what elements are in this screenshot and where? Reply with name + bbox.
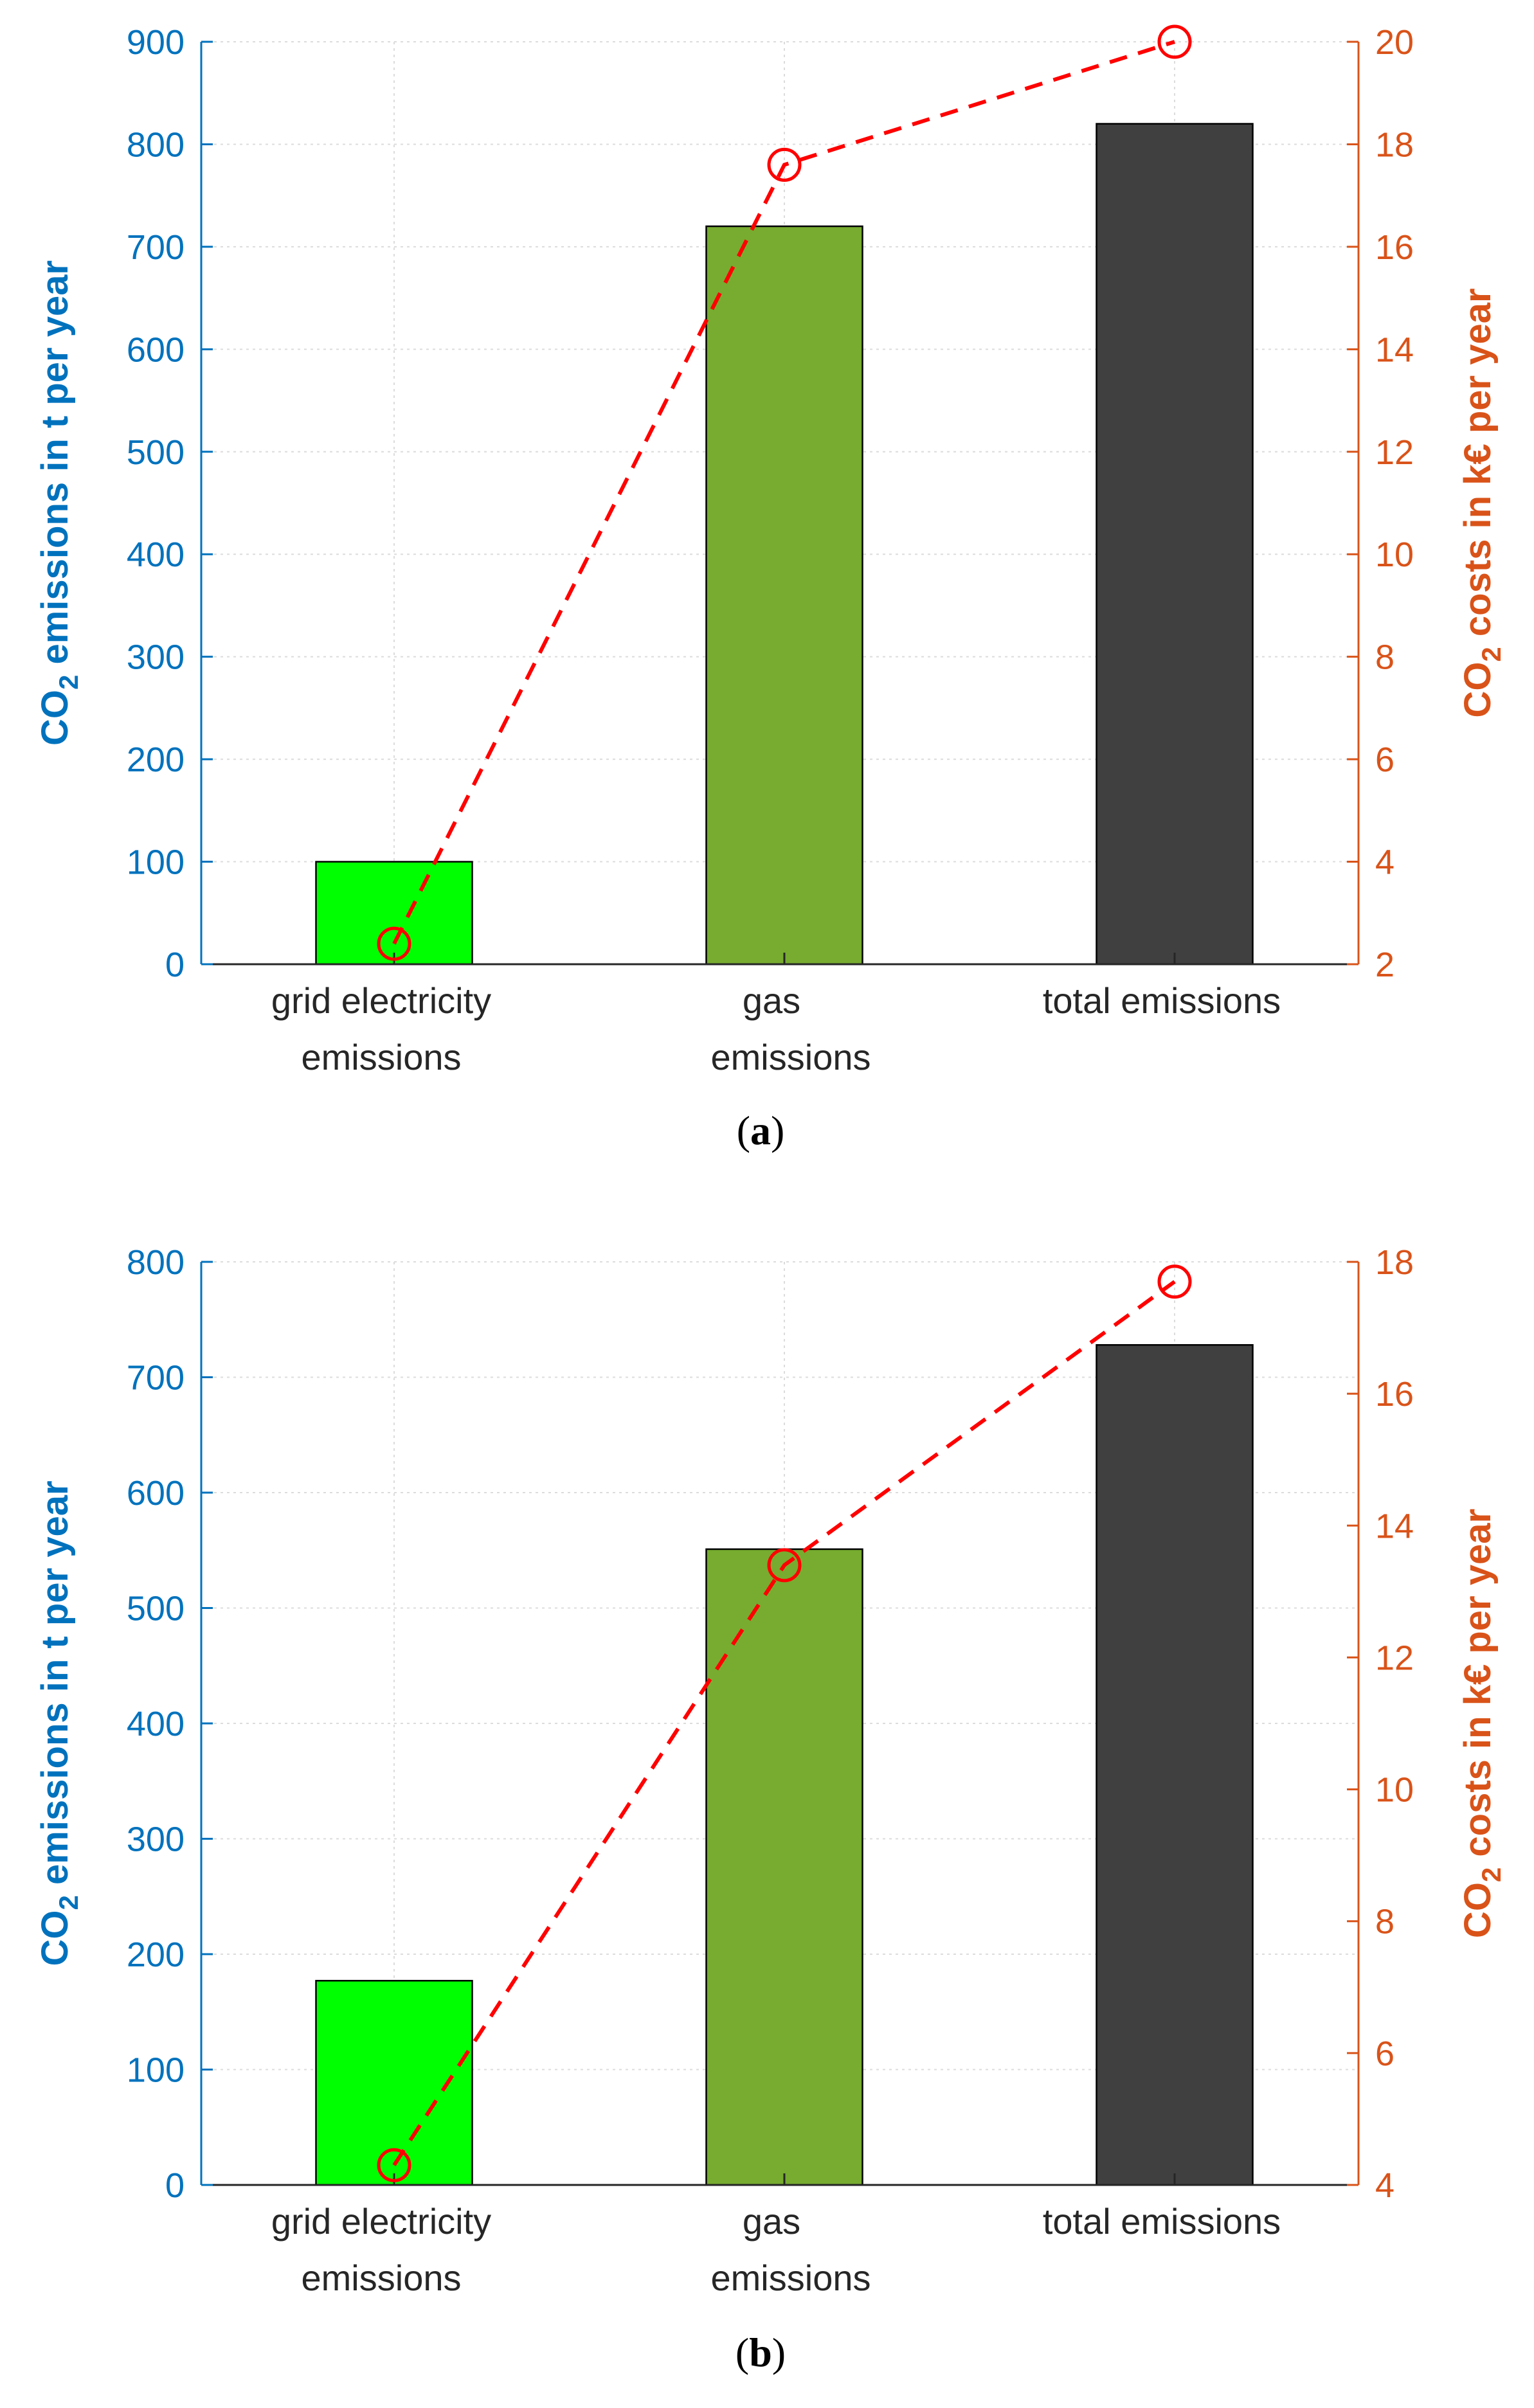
tick-label-right-b-4: 12 bbox=[1375, 1639, 1414, 1677]
caption-letter-b: b bbox=[749, 2330, 772, 2375]
bar-a-1 bbox=[705, 225, 863, 966]
tick-label-left-a-4: 400 bbox=[127, 535, 185, 574]
y-axis-label-right-sub-b: 2 bbox=[1476, 1867, 1506, 1882]
tick-label-right-b-2: 8 bbox=[1375, 1903, 1394, 1941]
y-axis-label-right-rest-a: costs in k€ per year bbox=[1457, 288, 1499, 647]
y-axis-label-left-rest-a: emissions in t per year bbox=[34, 260, 76, 675]
caption-open-b: ( bbox=[735, 2330, 749, 2375]
tick-label-right-a-5: 12 bbox=[1375, 433, 1414, 472]
cost-marker-a-0 bbox=[377, 926, 411, 961]
tick-label-left-a-2: 200 bbox=[127, 741, 185, 779]
tick-label-right-a-3: 8 bbox=[1375, 638, 1394, 677]
tick-label-right-a-9: 20 bbox=[1375, 23, 1414, 62]
cost-marker-b-0 bbox=[377, 2148, 411, 2182]
tick-label-right-b-6: 16 bbox=[1375, 1375, 1414, 1414]
tick-label-right-b-5: 14 bbox=[1375, 1507, 1414, 1545]
tick-label-left-b-4: 400 bbox=[127, 1705, 185, 1743]
caption-b: (b) bbox=[735, 2330, 786, 2375]
y-axis-label-right-a: CO2 costs in k€ per year bbox=[1457, 288, 1506, 717]
cost-marker-a-1 bbox=[767, 147, 802, 182]
caption-close-b: ) bbox=[772, 2330, 786, 2375]
panel-b-chart: 0 100 200 300 400 500 600 700 800 4 6 8 10 12 14 16 18 gr… bbox=[34, 1243, 1506, 2375]
caption-a: (a) bbox=[737, 1108, 785, 1153]
tick-label-right-b-3: 10 bbox=[1375, 1771, 1414, 1810]
tick-label-left-b-7: 700 bbox=[127, 1359, 185, 1397]
tick-label-left-b-2: 200 bbox=[127, 1936, 185, 1974]
caption-close-a: ) bbox=[771, 1108, 784, 1153]
y-axis-label-left-sub-b: 2 bbox=[53, 1895, 84, 1910]
y-axis-label-right-co-a: CO bbox=[1457, 662, 1499, 718]
bar-a-2 bbox=[1096, 123, 1254, 966]
y-axis-label-left-co-b: CO bbox=[34, 1910, 76, 1966]
category-label-a-0-line2: emissions bbox=[302, 1037, 462, 1077]
y-axis-label-left-rest-b: emissions in t per year bbox=[34, 1480, 76, 1895]
tick-label-right-a-2: 6 bbox=[1375, 741, 1394, 779]
tick-label-left-b-5: 500 bbox=[127, 1590, 185, 1628]
y-axis-label-right-sub-a: 2 bbox=[1476, 647, 1506, 661]
category-label-b-0-line2: emissions bbox=[302, 2258, 462, 2298]
tick-label-right-a-0: 2 bbox=[1375, 946, 1394, 984]
tick-label-left-b-6: 600 bbox=[127, 1474, 185, 1513]
tick-label-left-a-9: 900 bbox=[127, 23, 185, 62]
tick-label-left-b-8: 800 bbox=[127, 1243, 185, 1282]
tick-label-left-a-3: 300 bbox=[127, 638, 185, 677]
tick-label-right-b-7: 18 bbox=[1375, 1243, 1414, 1282]
caption-letter-a: a bbox=[750, 1108, 771, 1153]
category-label-a-2-line1: total emissions bbox=[1043, 980, 1281, 1021]
tick-label-left-a-0: 0 bbox=[165, 946, 185, 984]
tick-label-right-a-4: 10 bbox=[1375, 535, 1414, 574]
tick-label-left-b-0: 0 bbox=[165, 2166, 185, 2205]
category-label-b-1-line2: emissions bbox=[711, 2258, 871, 2298]
tick-label-right-b-0: 4 bbox=[1375, 2166, 1394, 2205]
tick-label-right-a-1: 4 bbox=[1375, 843, 1394, 882]
tick-label-right-b-1: 6 bbox=[1375, 2035, 1394, 2073]
category-label-a-1-line1: gas bbox=[743, 980, 800, 1021]
y-axis-label-left-sub-a: 2 bbox=[53, 675, 84, 690]
tick-label-right-a-6: 14 bbox=[1375, 330, 1414, 369]
cost-line-a bbox=[392, 40, 1175, 945]
category-label-a-0-line1: grid electricity bbox=[271, 980, 491, 1021]
tick-label-left-a-6: 600 bbox=[127, 330, 185, 369]
category-label-b-1-line1: gas bbox=[743, 2201, 800, 2242]
cost-marker-a-2 bbox=[1157, 24, 1192, 59]
tick-label-left-a-5: 500 bbox=[127, 433, 185, 472]
category-label-b-2-line1: total emissions bbox=[1043, 2201, 1281, 2242]
y-axis-label-right-co-b: CO bbox=[1457, 1882, 1499, 1938]
bar-b-1 bbox=[705, 1548, 863, 2186]
y-axis-label-left-a: CO2 emissions in t per year bbox=[34, 260, 84, 746]
caption-open-a: ( bbox=[737, 1108, 750, 1153]
y-axis-label-left-co-a: CO bbox=[34, 690, 76, 746]
bar-a-0 bbox=[315, 861, 473, 966]
tick-label-left-a-7: 700 bbox=[127, 228, 185, 267]
tick-label-left-a-8: 800 bbox=[127, 125, 185, 164]
bar-b-2 bbox=[1096, 1343, 1254, 2186]
category-label-a-1-line2: emissions bbox=[711, 1037, 871, 1077]
tick-label-left-a-1: 100 bbox=[127, 843, 185, 882]
tick-label-right-a-7: 16 bbox=[1375, 228, 1414, 267]
tick-label-left-b-3: 300 bbox=[127, 1820, 185, 1859]
cost-line-b bbox=[392, 1280, 1176, 2166]
y-axis-label-right-b: CO2 costs in k€ per year bbox=[1457, 1509, 1506, 1938]
tick-label-right-a-8: 18 bbox=[1375, 125, 1414, 164]
panel-a-chart: 0 100 200 300 400 500 600 700 800 900 2 4 6 8 10 12 14 16… bbox=[34, 23, 1506, 1153]
y-axis-label-right-rest-b: costs in k€ per year bbox=[1457, 1509, 1499, 1867]
cost-marker-b-1 bbox=[767, 1548, 802, 1583]
category-label-b-0-line1: grid electricity bbox=[271, 2201, 491, 2242]
tick-label-left-b-1: 100 bbox=[127, 2051, 185, 2090]
cost-marker-b-2 bbox=[1157, 1264, 1192, 1299]
y-axis-label-left-b: CO2 emissions in t per year bbox=[34, 1480, 84, 1966]
